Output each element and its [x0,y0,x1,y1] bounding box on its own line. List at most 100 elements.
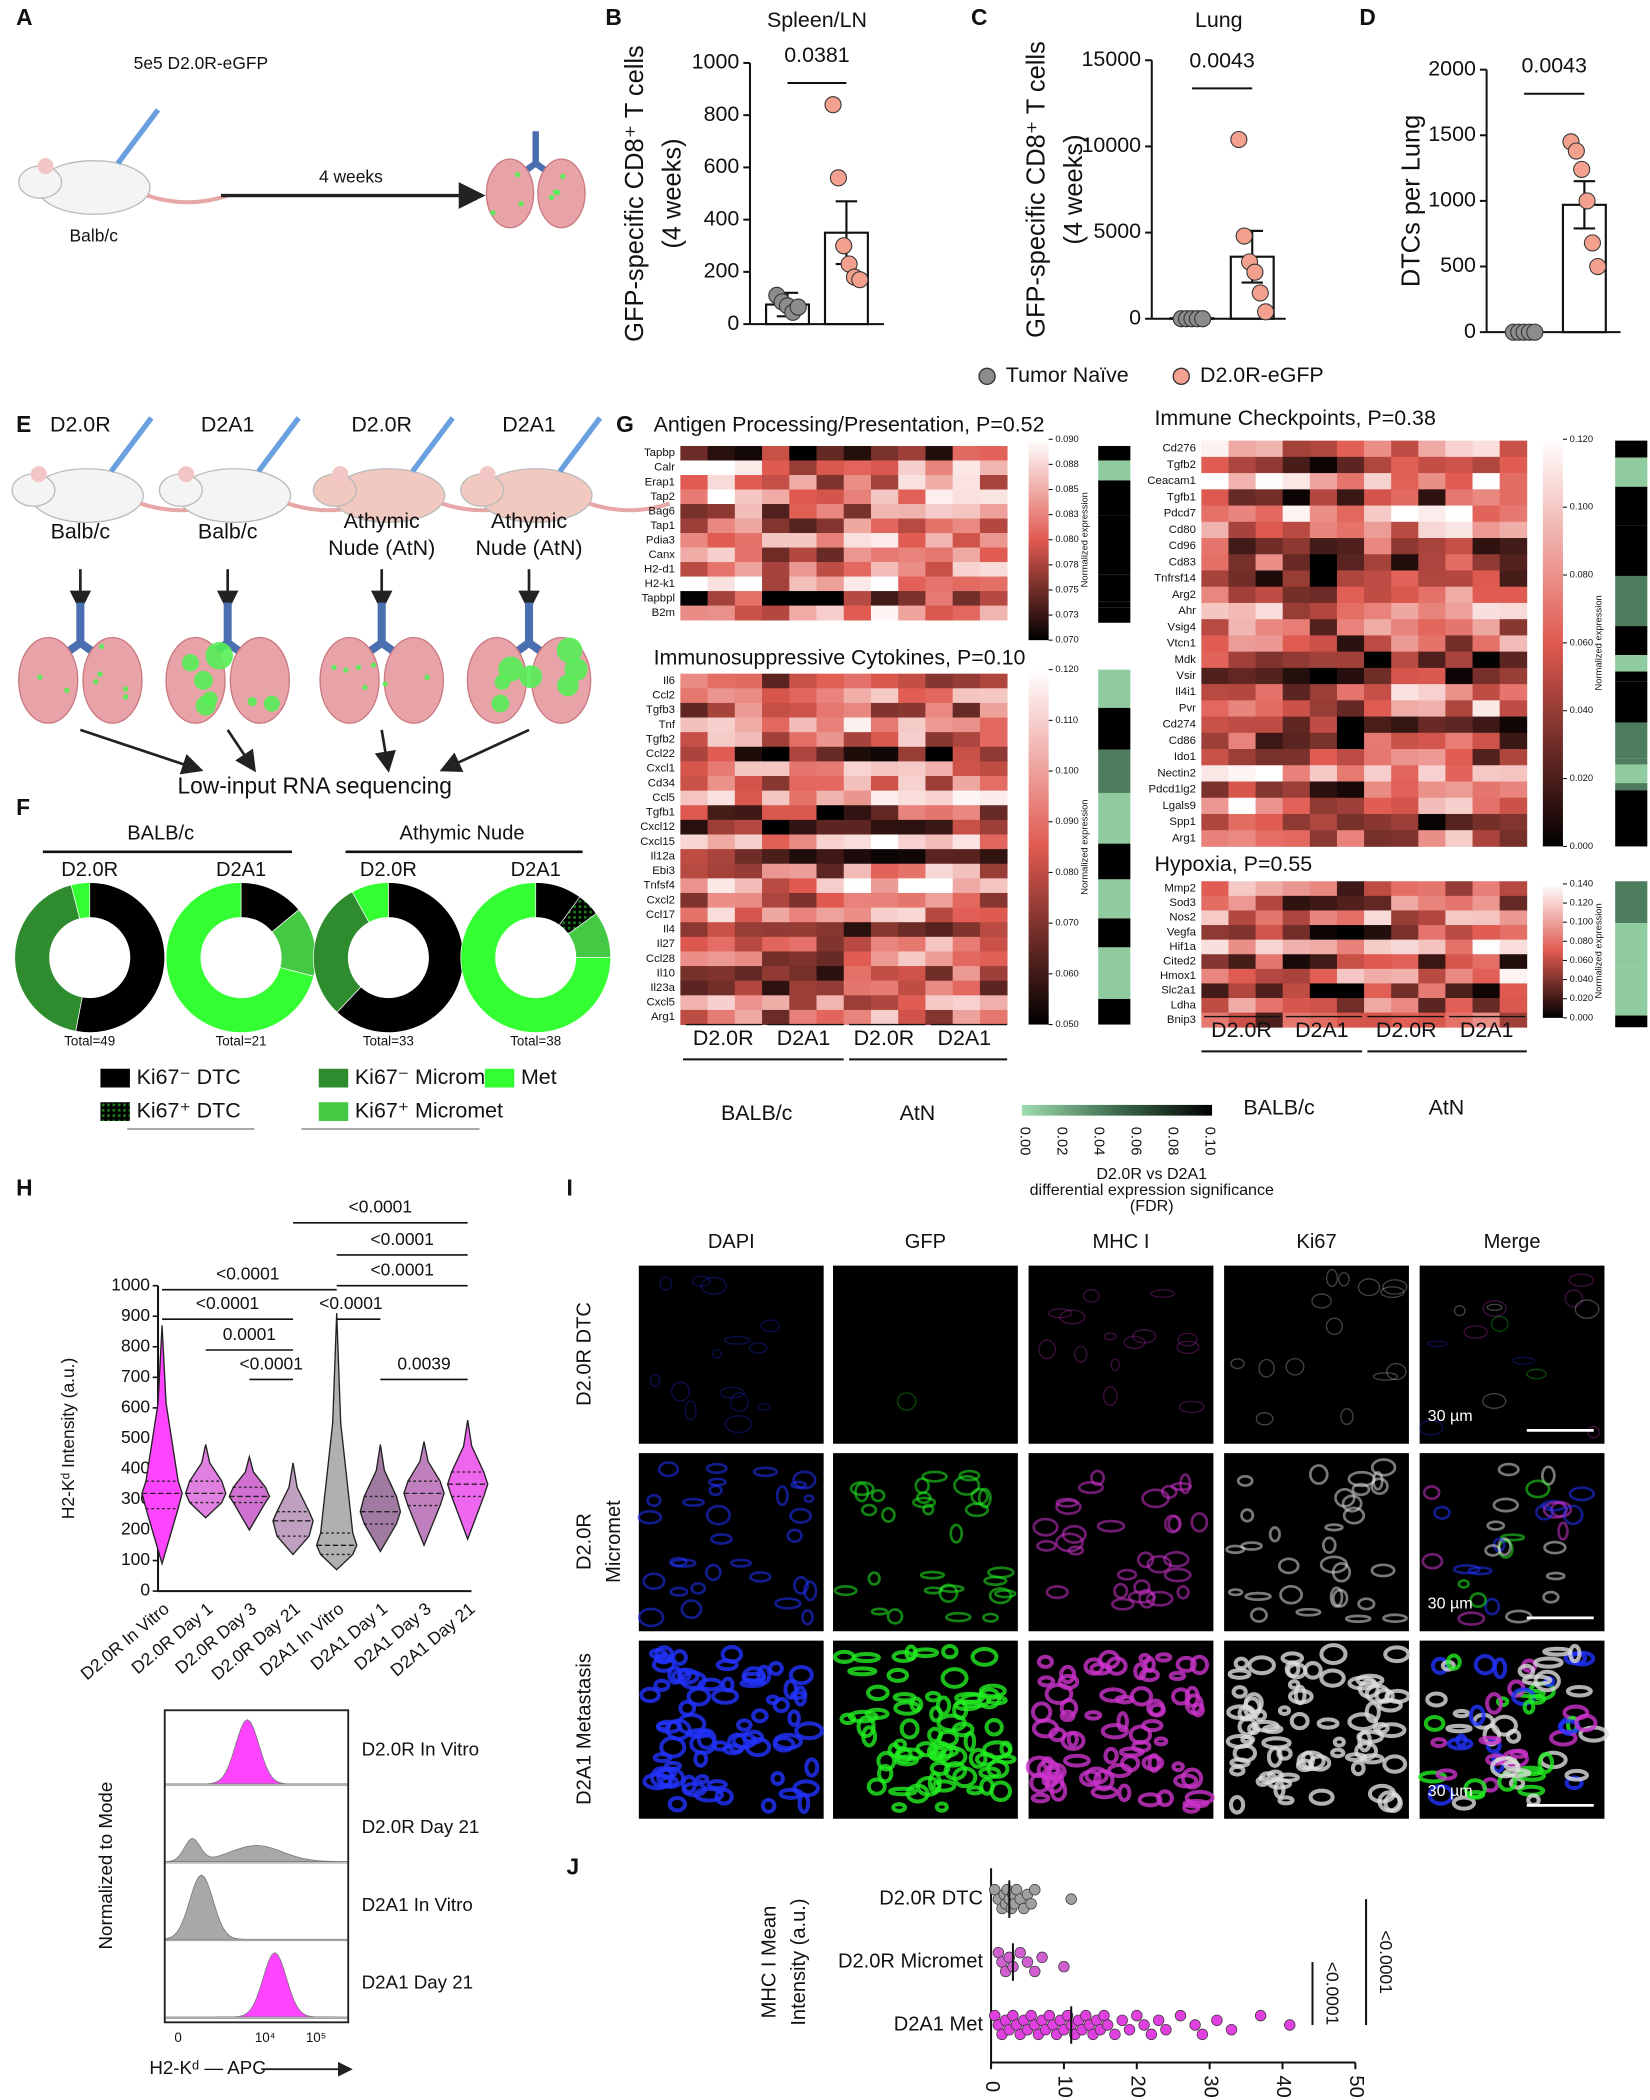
cell-signal [720,1645,744,1664]
heatmap-cell [734,878,763,894]
cell-signal [912,1496,937,1509]
data-point [1145,2028,1158,2041]
heatmap-cell [925,746,954,762]
fdr-tick-label: 0.02 [1054,1127,1070,1156]
cell-signal [1141,1754,1165,1772]
cell-signal [893,1700,922,1716]
heatmap-cell [1391,619,1419,636]
fdr-segment [1098,879,1131,919]
gene-label: Il4 [663,924,675,936]
heatmap-cell [843,892,872,908]
heatmap-cell [1418,968,1446,984]
heatmap-cell [898,688,926,704]
heatmap-cell [843,761,872,777]
heatmap-cell [979,863,1008,879]
cell-signal [1249,1607,1268,1623]
cell-signal [1236,1474,1254,1487]
heatmap-cell [762,576,790,592]
lung-left [18,636,79,724]
heatmap-cell [1201,954,1229,970]
cell-signal [1316,1717,1340,1730]
colorbar-tick-label: 0.080 [1055,867,1078,877]
cell-signal [1564,1768,1589,1782]
cell-signal [705,1563,722,1582]
heatmap-cell [979,878,1008,894]
heatmap-cell [1228,440,1256,458]
heatmap-cell [762,489,790,505]
heatmap-cell [1255,881,1284,897]
heatmap-cell [843,445,872,461]
cell-signal [1364,1701,1381,1724]
heatmap-cell [816,533,845,548]
panel-label: I [567,1174,573,1200]
heatmap-cell [816,688,845,704]
cell-signal [1276,1772,1300,1783]
heatmap-title: Hypoxia, P=0.55 [1154,852,1312,876]
heatmap-cell [1255,732,1284,750]
p-value: 0.0001 [223,1324,276,1344]
cell-signal [653,1678,671,1692]
heatmap-cell [762,688,790,704]
cell-signal [1083,1657,1105,1676]
heatmap-cell [1255,983,1284,999]
cell-signal [1325,1317,1344,1336]
column-label: GFP [905,1231,946,1253]
heatmap-cell [1445,619,1473,636]
colorbar [1028,439,1049,641]
fdr-segment [1615,764,1648,784]
colorbar-tick-label: 0.090 [1055,434,1078,444]
cell-signal [1486,1520,1506,1531]
cell-signal [1351,1482,1371,1497]
heatmap-cell [925,489,954,505]
heatmap-cell [898,907,926,923]
p-value: 0.0043 [1521,54,1586,78]
heatmap-cell [1391,505,1419,523]
heatmap-cell [1228,881,1256,897]
p-value: <0.0001 [1323,1962,1343,2025]
heatmap-cell [1201,667,1229,685]
colorbar-label: Normalized expression [1594,595,1604,690]
heatmap-cell [1228,473,1256,490]
heatmap-cell [843,702,872,718]
cell-signal [705,1504,732,1526]
cell-signal [794,1721,825,1741]
heatmap-cell [1499,521,1528,539]
cell-signal [1230,1358,1245,1370]
heatmap-cell [707,966,736,982]
heatmap-cell [1255,489,1284,506]
heatmap-cell [870,702,899,718]
cell-signal [1321,1536,1337,1554]
heatmap-cell [1228,635,1256,653]
heatmap-cell [1228,732,1256,750]
heatmap-cell [1499,910,1528,926]
donut-total: Total=49 [64,1033,115,1048]
y-tick-label: 0 [140,1580,150,1600]
lesion [331,664,337,671]
y-tick-label: 900 [121,1305,150,1325]
heatmap-cell [1472,473,1501,490]
heatmap-cell [1472,635,1501,653]
heatmap-cell [789,907,817,923]
heatmap-cell [1364,716,1392,734]
heatmap-cell [1309,983,1338,999]
data-point [1189,2019,1201,2031]
heatmap-cell [734,504,763,519]
data-point [1578,192,1596,210]
heatmap-cell [1499,983,1528,999]
heatmap-cell [1228,489,1256,506]
gene-label: Cited2 [1163,956,1196,968]
cell-signal [943,1761,968,1781]
micrograph [1028,1265,1214,1444]
heatmap-cell [762,475,790,490]
heatmap-cell [952,805,981,821]
gene-label: Pdcd1lg2 [1149,784,1196,796]
heatmap-cell [734,732,763,748]
heatmap-cell [1445,983,1473,999]
heatmap-cell [1499,749,1528,766]
data-point [1025,1898,1037,1910]
lesion [355,664,362,670]
heatmap-cell [843,489,872,505]
violin [446,1419,489,1542]
heatmap-cell [898,980,926,996]
axis-label: MHC I Mean [758,1906,780,2019]
